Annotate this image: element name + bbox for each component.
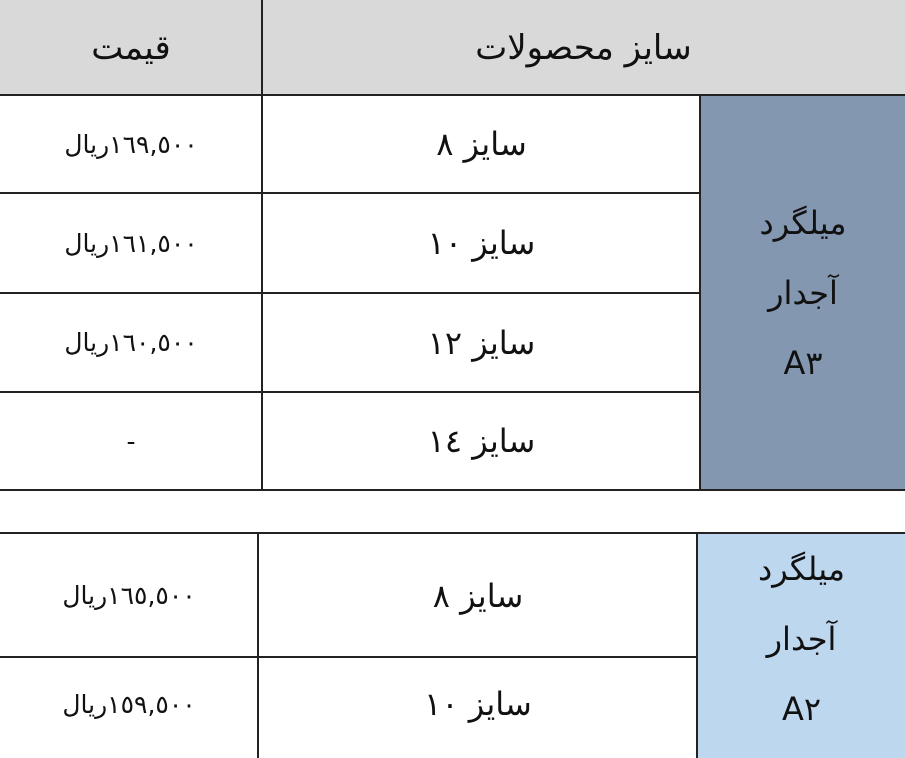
header-sizes: سایز محصولات [262,0,905,95]
divider [0,94,905,96]
size-cell: سایز ٨ [258,534,698,657]
price-label: ١٦١,٥٠٠ریال [64,228,198,258]
divider [0,656,697,658]
group-line2: آجدار [768,274,838,312]
group-cell-a2: میلگرد آجدار A٢ [698,534,905,758]
price-cell: ١٥٩,٥٠٠ریال [0,657,258,751]
size-label: سایز ١٤ [427,422,536,460]
header-price-label: قیمت [91,27,171,68]
divider [699,95,701,491]
divider [261,0,263,491]
divider [0,391,700,393]
size-cell: سایز ٨ [262,95,701,193]
group-line3: A٣ [783,344,823,382]
size-label: سایز ٨ [436,125,527,163]
size-label: سایز ١٠ [424,685,532,723]
group-line1: میلگرد [758,550,845,588]
divider [0,292,700,294]
divider [696,533,698,758]
divider [0,192,700,194]
price-cell: ١٦٩,٥٠٠ریال [0,95,262,193]
size-cell: سایز ١٤ [262,392,701,490]
size-cell: سایز ١٢ [262,293,701,392]
header-price: قیمت [0,0,262,95]
size-label: سایز ١٢ [427,323,536,362]
size-cell: سایز ١٠ [262,193,701,293]
price-label: - [126,426,136,456]
price-label: ١٦٥,٥٠٠ریال [62,581,196,610]
group-line1: میلگرد [759,204,847,242]
price-cell: ١٦١,٥٠٠ریال [0,193,262,293]
size-label: سایز ١٠ [427,224,536,262]
price-label: ١٥٩,٥٠٠ریال [62,689,196,719]
price-cell: ١٦٠,٥٠٠ریال [0,293,262,392]
price-label: ١٦٠,٥٠٠ریال [64,328,198,357]
price-cell: - [0,392,262,490]
group-line3: A٢ [781,690,822,728]
group-line2: آجدار [766,620,837,658]
divider [0,489,905,491]
group-cell-a3: میلگرد آجدار A٣ [701,96,905,490]
price-label: ١٦٩,٥٠٠ریال [64,129,198,159]
divider [257,533,259,758]
price-cell: ١٦٥,٥٠٠ریال [0,534,258,657]
header-sizes-label: سایز محصولات [475,27,692,68]
divider [0,532,905,534]
size-label: سایز ٨ [432,576,524,615]
size-cell: سایز ١٠ [258,657,698,751]
